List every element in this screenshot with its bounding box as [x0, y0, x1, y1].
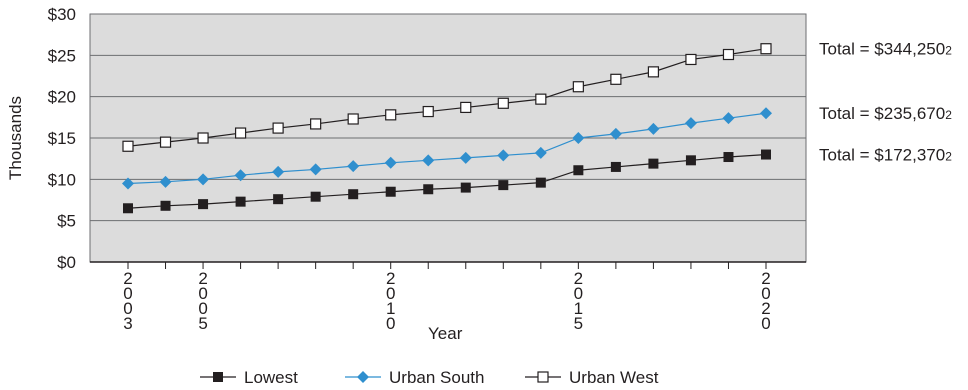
- data-point: [385, 109, 397, 121]
- total-suffix: 2: [945, 108, 952, 122]
- data-point: [234, 127, 247, 139]
- data-point: [760, 107, 772, 120]
- y-tick-label: $0: [57, 253, 76, 272]
- data-point: [684, 117, 697, 130]
- data-point: [572, 81, 584, 93]
- legend-label: Lowest: [244, 368, 298, 387]
- data-point: [610, 161, 621, 172]
- data-point: [422, 154, 435, 167]
- data-point: [234, 169, 247, 182]
- total-value: Total = $235,670: [819, 104, 945, 123]
- legend-item-urban-west: Urban West: [525, 368, 659, 387]
- data-point: [197, 132, 209, 144]
- series-line: [127, 112, 767, 185]
- data-point: [273, 194, 284, 205]
- series-urban-west: [122, 43, 772, 152]
- data-point: [272, 165, 285, 178]
- legend-label: Urban West: [569, 368, 659, 387]
- data-point: [685, 53, 697, 66]
- data-point: [497, 97, 509, 109]
- series-urban-south: [122, 107, 772, 190]
- total-annotation: Total = $344,2502: [819, 40, 952, 59]
- data-point: [159, 175, 172, 188]
- data-point: [423, 184, 434, 195]
- data-point: [648, 158, 659, 169]
- data-point: [722, 112, 735, 125]
- x-axis-title: Year: [428, 324, 463, 343]
- data-point: [213, 372, 223, 382]
- total-suffix: 2: [945, 150, 952, 164]
- series-line: [127, 153, 767, 209]
- data-point: [347, 160, 360, 173]
- data-point: [122, 140, 134, 152]
- data-point: [385, 186, 396, 197]
- data-point: [537, 371, 549, 383]
- data-point: [572, 132, 585, 144]
- data-point: [460, 101, 472, 114]
- data-point: [761, 149, 771, 160]
- data-point: [309, 163, 322, 176]
- data-point: [384, 156, 397, 169]
- data-point: [610, 73, 622, 85]
- data-point: [685, 155, 696, 166]
- y-tick-label: $5: [57, 212, 76, 231]
- data-point: [272, 122, 284, 134]
- data-point: [347, 113, 359, 125]
- data-point: [534, 146, 547, 159]
- data-point: [647, 122, 660, 135]
- data-point: [159, 136, 172, 148]
- total-annotation: Total = $235,6702: [819, 104, 952, 123]
- data-point: [122, 177, 134, 190]
- data-point: [498, 180, 509, 191]
- total-value: Total = $344,250: [819, 40, 945, 59]
- data-point: [535, 177, 546, 188]
- y-tick-label: $15: [48, 129, 76, 148]
- data-point: [310, 118, 322, 130]
- data-point: [348, 189, 359, 200]
- data-point: [535, 93, 547, 105]
- total-annotation: Total = $172,3702: [819, 146, 952, 165]
- legend-label: Urban South: [389, 368, 484, 387]
- data-point: [497, 149, 510, 162]
- legend-item-urban-south: Urban South: [345, 368, 484, 387]
- total-suffix: 2: [945, 44, 952, 58]
- data-point: [459, 151, 472, 164]
- data-point: [198, 199, 209, 210]
- data-point: [197, 173, 210, 186]
- data-point: [647, 66, 660, 78]
- series-line: [127, 48, 767, 147]
- y-axis-title: Thousands: [6, 96, 25, 180]
- data-point: [160, 200, 171, 211]
- y-tick-label: $10: [48, 170, 76, 189]
- data-point: [573, 165, 584, 176]
- series-lowest: [123, 149, 771, 214]
- y-tick-label: $30: [48, 5, 76, 24]
- data-point: [723, 152, 734, 163]
- data-point: [357, 371, 369, 383]
- y-tick-label: $20: [48, 88, 76, 107]
- data-point: [760, 43, 772, 55]
- total-value: Total = $172,370: [819, 146, 945, 165]
- data-point: [123, 203, 133, 214]
- legend-item-lowest: Lowest: [200, 368, 298, 387]
- data-point: [460, 182, 471, 193]
- y-tick-label: $25: [48, 46, 76, 65]
- data-point: [722, 48, 735, 61]
- data-point: [422, 105, 434, 118]
- data-point: [235, 196, 246, 207]
- data-point: [310, 191, 321, 202]
- data-point: [609, 127, 622, 140]
